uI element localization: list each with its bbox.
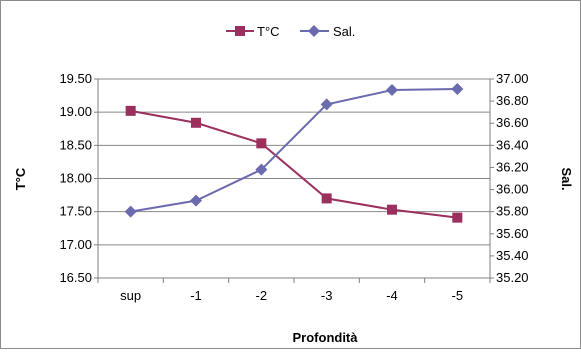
x-tick-label: -2 [256,288,268,303]
x-tick-label: -5 [452,288,464,303]
data-point-salinity [451,82,464,95]
y-right-tick-label: 36.20 [496,159,529,174]
y-right-tick-label: 36.40 [496,137,529,152]
series [124,82,464,223]
y-left-tick-label: 17.50 [59,204,92,219]
y-right-tick-label: 35.60 [496,226,529,241]
data-point-salinity [190,194,202,207]
data-point-temperature [191,117,201,128]
series-line-salinity [130,87,458,213]
x-tick-label: -3 [321,288,333,303]
data-point-temperature [452,212,463,223]
data-point-temperature [387,204,397,215]
tick-labels: 16.50 17.00 17.50 18.00 18.50 19.00 19.50 35.20… [59,71,528,303]
y-left-tick-label: 16.50 [59,270,92,285]
series-line-temperature [130,109,458,219]
y-right-axis-title: Sal. [559,167,574,190]
legend-temp-marker [235,26,245,36]
y-right-tick-label: 35.40 [496,248,529,263]
x-axis-title: Profondità [293,330,359,345]
y-left-tick-label: 17.00 [59,237,92,252]
y-right-tick-label: 36.00 [496,182,529,197]
y-left-axis-title: T°C [13,167,28,190]
y-right-tick-label: 36.80 [496,93,529,108]
gridlines [98,78,490,246]
legend-sal-marker [308,25,320,37]
data-point-salinity [386,84,398,97]
axes [94,78,494,283]
data-point-salinity [124,205,137,218]
data-point-temperature [125,105,136,116]
legend: T°C Sal. [226,24,355,39]
y-left-tick-label: 18.00 [59,171,92,186]
y-left-tick-label: 19.00 [59,104,92,119]
y-left-tick-label: 19.50 [59,71,92,86]
legend-sal-label: Sal. [333,24,355,39]
data-point-salinity [255,163,268,176]
y-right-tick-label: 35.80 [496,204,529,219]
x-tick-label: -4 [386,288,398,303]
y-right-tick-label: 36.60 [496,115,529,130]
y-left-tick-label: 18.50 [59,137,92,152]
x-tick-label: -1 [190,288,202,303]
legend-temp-label: T°C [257,24,280,39]
y-right-tick-label: 37.00 [496,71,529,86]
y-right-tick-label: 35.20 [496,270,529,285]
data-point-temperature [256,138,267,149]
data-point-temperature [321,193,332,204]
x-tick-label: sup [120,288,141,303]
data-point-salinity [320,98,333,111]
